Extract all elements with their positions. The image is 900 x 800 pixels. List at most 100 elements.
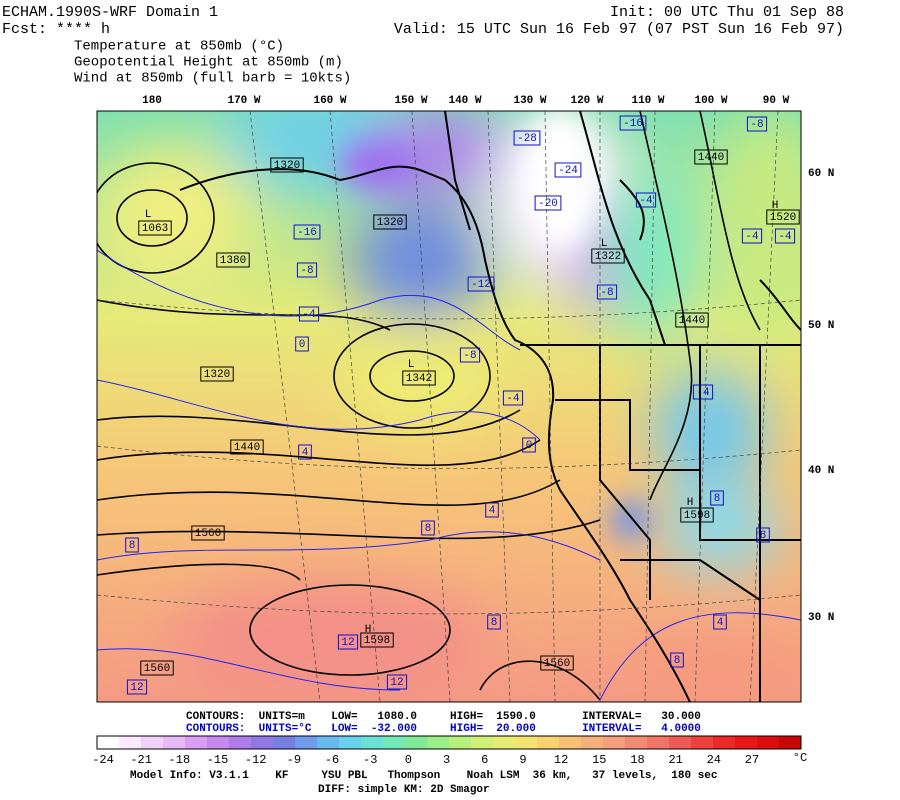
temperature-label: 4 (489, 505, 496, 517)
height-label: 1598 (364, 635, 390, 647)
colorbar-swatch (669, 736, 692, 749)
temperature-label-box (293, 224, 321, 240)
temperature-label-box (502, 390, 524, 406)
longitude-label: 130 W (513, 95, 546, 107)
colorbar-swatch (537, 736, 560, 749)
colorbar-label: 6 (481, 753, 488, 767)
temperature-label-box (126, 679, 148, 695)
colorbar-label: -6 (325, 753, 339, 767)
center-mark: H (365, 624, 372, 636)
field-temperature: Temperature at 850mb (°C) (74, 39, 284, 55)
colorbar-label: -21 (130, 753, 152, 767)
height-label-box (138, 220, 172, 236)
temperature-label-box (713, 614, 727, 630)
map-frame (96, 110, 802, 703)
height-label-box (694, 149, 728, 165)
temperature-label-box (386, 674, 408, 690)
center-mark: L (408, 359, 415, 371)
temperature-label: -4 (639, 195, 653, 207)
temperature-label-box (774, 228, 796, 244)
colorbar-frame (96, 735, 802, 750)
height-label: 1322 (595, 251, 621, 263)
longitude-label: 170 W (227, 95, 260, 107)
height-label-box (191, 525, 225, 541)
temperature-label-box (746, 116, 768, 132)
temperature-label-box (485, 502, 499, 518)
temperature-label-box (459, 347, 481, 363)
temperature-label: 8 (714, 493, 721, 505)
height-label: 1063 (142, 223, 168, 235)
temperature-label-box (467, 276, 495, 292)
colorbar-swatch (581, 736, 604, 749)
colorbar-swatch (141, 736, 164, 749)
longitude-label: 110 W (631, 95, 664, 107)
temperature-label: 8 (674, 655, 681, 667)
colorbar-label: -3 (363, 753, 377, 767)
colorbar-swatch (779, 736, 802, 749)
height-label: 1320 (204, 369, 230, 381)
height-label: 1560 (144, 663, 170, 675)
height-label: 1320 (274, 160, 300, 172)
colorbar-swatch (97, 736, 120, 749)
colorbar-swatch (427, 736, 450, 749)
center-mark: H (772, 200, 779, 212)
longitude-label: 150 W (394, 95, 427, 107)
colorbar-swatch (493, 736, 516, 749)
longitude-label: 90 W (763, 95, 790, 107)
temperature-label: -4 (745, 231, 759, 243)
height-label: 1560 (544, 658, 570, 670)
colorbar-label: 0 (405, 753, 412, 767)
temperature-label-box (421, 520, 435, 536)
temperature-label: -8 (750, 119, 763, 131)
temperature-label-box (670, 652, 684, 668)
colorbar-swatch (163, 736, 186, 749)
colorbar-label: 15 (592, 753, 606, 767)
height-label: 1598 (684, 510, 710, 522)
colorbar-swatch (735, 736, 758, 749)
temperature-label: -24 (558, 165, 578, 177)
temperature-label: 8 (129, 540, 136, 552)
colorbar-swatch (449, 736, 472, 749)
temperature-label: -12 (471, 279, 491, 291)
temperature-label: 0 (299, 339, 306, 351)
colorbar: -24 -21 -18 -15 -12 -9 -6 -3 0 3 6 9 12 15 18 21 24 27 (92, 735, 802, 767)
temperature-label-box (534, 195, 562, 211)
temperature-label-box (710, 490, 724, 506)
map-field (97, 111, 801, 702)
height-label-box (140, 660, 174, 676)
diff-info: DIFF: simple KM: 2D Smagor (318, 784, 490, 796)
height-label-box (591, 248, 625, 264)
height-label-box (373, 214, 407, 230)
height-label-box (230, 439, 264, 455)
temperature-label: -16 (623, 118, 643, 130)
colorbar-swatch (273, 736, 296, 749)
temperature-label-box (619, 115, 647, 131)
center-mark: L (601, 238, 608, 250)
colorbar-label: -9 (287, 753, 301, 767)
center-mark: H (687, 497, 694, 509)
colorbar-swatch (691, 736, 714, 749)
forecast-hour: Fcst: **** h (2, 21, 110, 38)
temperature-label: 0 (526, 440, 533, 452)
longitude-label: 180 (142, 95, 162, 107)
colorbar-swatch (229, 736, 252, 749)
colorbar-swatch (559, 736, 582, 749)
temperature-label: -4 (302, 309, 316, 321)
temperature-label: 12 (341, 637, 354, 649)
height-label-box (360, 632, 394, 648)
model-info: Model Info: V3.1.1 KF YSU PBL Thompson N… (130, 770, 718, 782)
temperature-label-box (756, 527, 770, 543)
colorbar-label: 21 (668, 753, 682, 767)
colorbar-swatch (603, 736, 626, 749)
height-label-box (402, 370, 436, 386)
temperature-label-box (635, 192, 657, 208)
latitude-label: 40 N (808, 465, 834, 477)
temperature-label-box (513, 130, 541, 146)
colorbar-swatch (361, 736, 384, 749)
temperature-label: -28 (517, 133, 537, 145)
height-label: 1520 (770, 212, 796, 224)
colorbar-swatch (317, 736, 340, 749)
contour-info-temperature: CONTOURS: UNITS=°C LOW= -32.000 HIGH= 20… (186, 723, 701, 735)
temperature-label: 8 (491, 617, 498, 629)
